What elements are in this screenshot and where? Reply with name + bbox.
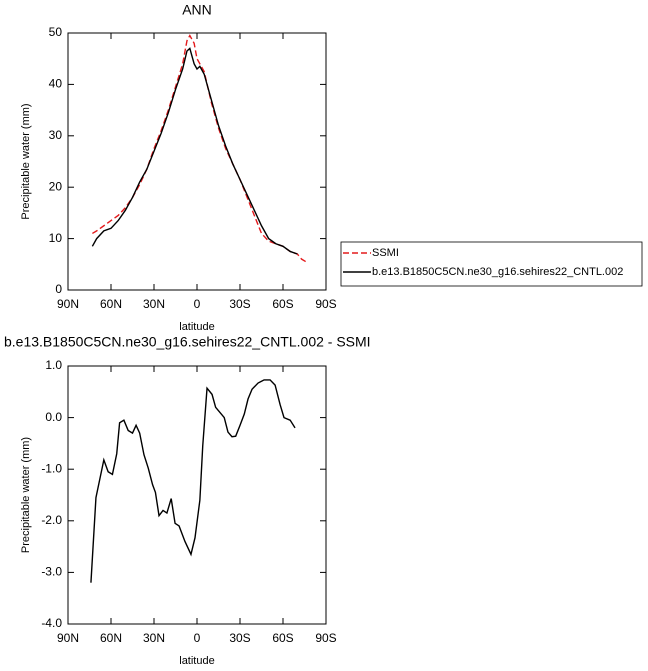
x-tick-label: 60N xyxy=(100,631,122,645)
y-tick-label: -1.0 xyxy=(41,461,62,475)
x-tick-label: 30N xyxy=(143,297,165,311)
chart-title: b.e13.B1850C5CN.ne30_g16.sehires22_CNTL.… xyxy=(4,334,371,350)
x-tick-label: 30N xyxy=(143,631,165,645)
y-tick-label: 1.0 xyxy=(45,358,62,372)
legend-box xyxy=(340,241,643,287)
x-tick-label: 60S xyxy=(272,297,293,311)
x-tick-label: 0 xyxy=(194,631,201,645)
y-tick-label: 40 xyxy=(49,77,63,91)
x-axis-label: latitude xyxy=(179,321,214,333)
x-tick-label: 30S xyxy=(229,297,250,311)
legend-label: SSMI xyxy=(372,247,399,259)
data-line xyxy=(92,34,307,263)
x-tick-label: 90N xyxy=(57,297,79,311)
x-tick-label: 90N xyxy=(57,631,79,645)
y-axis-label: Precipitable water (mm) xyxy=(20,437,32,553)
data-line xyxy=(90,379,296,583)
y-tick-label: 30 xyxy=(49,128,63,142)
data-line xyxy=(91,47,298,255)
y-tick-label: 0.0 xyxy=(45,410,62,424)
chart-title: ANN xyxy=(182,2,212,18)
x-tick-label: 60N xyxy=(100,297,122,311)
y-tick-label: -4.0 xyxy=(41,616,62,630)
x-tick-label: 0 xyxy=(194,297,201,311)
y-tick-label: -3.0 xyxy=(41,565,62,579)
y-axis-label: Precipitable water (mm) xyxy=(20,103,32,219)
y-tick-label: 50 xyxy=(49,25,63,39)
x-tick-label: 90S xyxy=(315,297,336,311)
plot-frame xyxy=(67,32,327,291)
y-tick-label: 10 xyxy=(49,231,63,245)
legend-label: b.e13.B1850C5CN.ne30_g16.sehires22_CNTL.… xyxy=(372,266,623,278)
y-tick-label: 0 xyxy=(55,282,62,296)
y-tick-label: -2.0 xyxy=(41,513,62,527)
x-tick-label: 90S xyxy=(315,631,336,645)
plot-frame xyxy=(67,365,327,625)
x-axis-label: latitude xyxy=(179,655,214,667)
x-tick-label: 60S xyxy=(272,631,293,645)
x-tick-label: 30S xyxy=(229,631,250,645)
y-tick-label: 20 xyxy=(49,179,63,193)
